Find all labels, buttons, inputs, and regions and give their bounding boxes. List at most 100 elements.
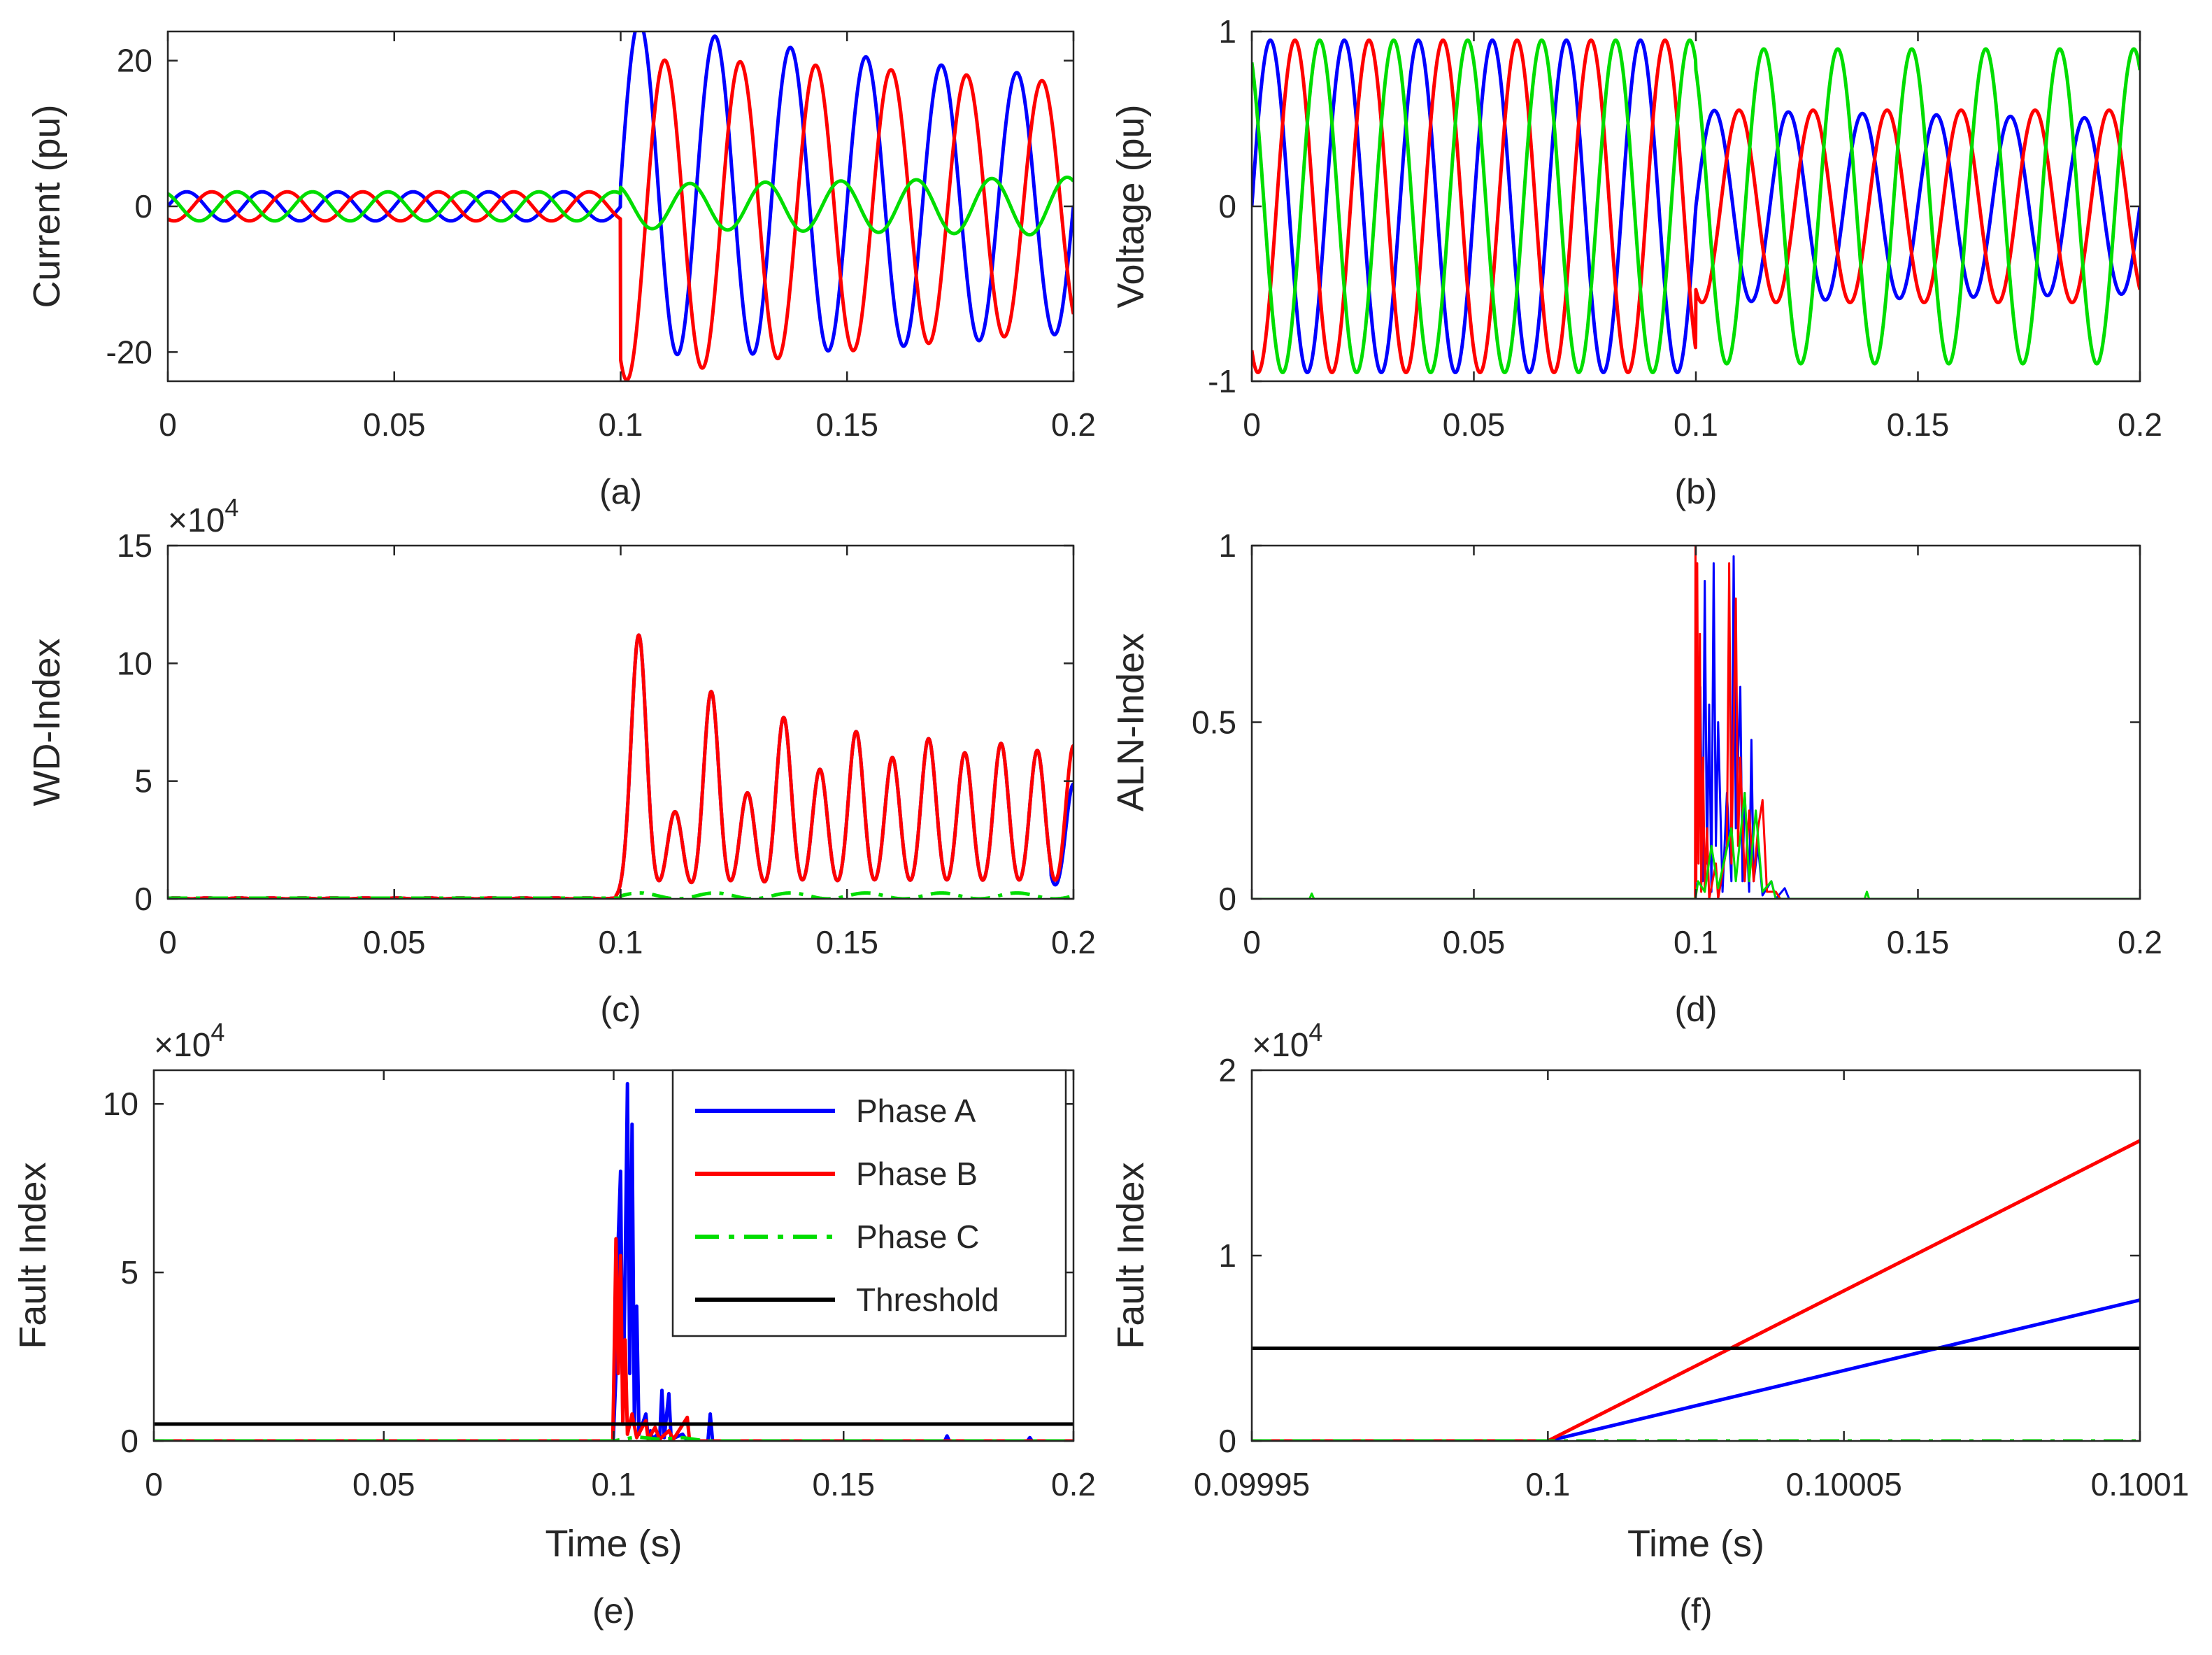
y-tick-label: 1 <box>1218 1237 1236 1274</box>
x-tick-label: 0.2 <box>1051 924 1096 960</box>
y-tick-label: 5 <box>120 1254 138 1291</box>
legend-box <box>671 1069 1067 1337</box>
y-tick-label: 10 <box>103 1086 138 1122</box>
series-line-phase-b <box>168 633 1073 899</box>
series-line-phase-b <box>168 58 1073 381</box>
panel-caption: (b) <box>1674 472 1717 511</box>
plot-area-c <box>168 633 1073 899</box>
x-tick-label: 0.05 <box>352 1466 415 1503</box>
plot-area-d <box>1252 546 2140 899</box>
x-axis-label: Time (s) <box>1627 1523 1764 1565</box>
subplot-e: 0 0.05 0.1 0.15 0.2 0 5 10 ×104 Fault Index Time (… <box>12 1018 1096 1631</box>
series-line-phase-a <box>1252 555 2140 899</box>
x-tick-label: 0.15 <box>815 406 878 443</box>
plot-area-a <box>168 31 1073 381</box>
legend-label: Threshold <box>856 1281 999 1318</box>
legend-label: Phase B <box>856 1156 978 1192</box>
x-tick-label: 0.10005 <box>1786 1466 1902 1503</box>
x-tick-label: 0 <box>145 1466 163 1503</box>
panel-caption: (f) <box>1679 1591 1712 1631</box>
x-tick-label: 0 <box>159 406 177 443</box>
x-tick-label: 0.05 <box>1443 924 1506 960</box>
subplot-c: 0 0.05 0.1 0.15 0.2 0 5 10 15 ×104 WD-Index (c) <box>26 493 1096 1029</box>
axis-multiplier: ×104 <box>1252 1018 1322 1064</box>
panel-caption: (a) <box>599 472 642 511</box>
y-tick-label: 0 <box>134 188 152 225</box>
y-tick-label: -20 <box>106 334 152 370</box>
y-axis-label: Fault Index <box>12 1162 54 1349</box>
subplot-d: 0 0.05 0.1 0.15 0.2 0 0.5 1 ALN-Index (d) <box>1110 527 2162 1029</box>
y-axis-label: Fault Index <box>1110 1162 1152 1349</box>
plot-area-e <box>154 1081 1073 1441</box>
x-tick-label: 0.1 <box>592 1466 636 1503</box>
y-axis-label: Current (pu) <box>26 104 68 308</box>
x-tick-label: 0.05 <box>1443 406 1506 443</box>
x-tick-label: 0.2 <box>1051 406 1096 443</box>
series-line-phase-a <box>168 31 1073 357</box>
axis-multiplier: ×104 <box>168 493 238 539</box>
legend-label: Phase C <box>856 1219 979 1255</box>
series-line-phase-c <box>154 1435 1073 1441</box>
x-tick-label: 0.1 <box>1525 1466 1570 1503</box>
x-tick-label: 0.05 <box>363 406 426 443</box>
y-tick-label: -1 <box>1208 363 1236 399</box>
panel-caption: (d) <box>1674 990 1717 1029</box>
plot-area-f <box>1252 1139 2140 1441</box>
series-line-phase-c <box>1252 38 2140 374</box>
series-line-phase-b <box>1252 546 2140 899</box>
y-axis-label: ALN-Index <box>1110 633 1152 811</box>
x-axis-label: Time (s) <box>545 1523 683 1565</box>
y-tick-label: 0 <box>1218 188 1236 225</box>
axis-multiplier: ×104 <box>154 1018 224 1064</box>
x-tick-label: 0.15 <box>1887 406 1950 443</box>
y-tick-label: 1 <box>1218 527 1236 564</box>
series-line-phase-a <box>1252 1298 2140 1441</box>
plot-area-b <box>1252 38 2140 374</box>
panel-caption: (c) <box>600 990 641 1029</box>
y-tick-label: 0.5 <box>1192 704 1236 741</box>
legend: Phase A Phase B Phase C Threshold <box>671 1069 1067 1337</box>
x-tick-label: 0.09995 <box>1194 1466 1310 1503</box>
x-tick-label: 0.2 <box>1051 1466 1096 1503</box>
y-tick-label: 0 <box>134 881 152 917</box>
axes-box-c <box>166 544 1075 900</box>
y-tick-label: 20 <box>117 43 152 79</box>
x-tick-label: 0.1 <box>1674 406 1718 443</box>
y-tick-label: 0 <box>1218 881 1236 917</box>
legend-label: Phase A <box>856 1093 976 1129</box>
series-line-phase-a <box>168 633 1073 899</box>
x-tick-label: 0.15 <box>815 924 878 960</box>
y-tick-label: 15 <box>117 527 152 564</box>
y-axis-label: Voltage (pu) <box>1110 104 1152 308</box>
x-tick-label: 0.15 <box>1887 924 1950 960</box>
x-tick-label: 0.15 <box>812 1466 875 1503</box>
x-tick-label: 0.1 <box>1674 924 1718 960</box>
y-tick-label: 2 <box>1218 1052 1236 1088</box>
x-tick-label: 0.1 <box>599 924 643 960</box>
x-tick-label: 0.1001 <box>2091 1466 2190 1503</box>
subplot-f: 0.09995 0.1 0.10005 0.1001 0 1 2 ×104 Fault Inde… <box>1110 1018 2189 1631</box>
series-line-phase-b <box>1252 1139 2140 1441</box>
y-tick-label: 0 <box>120 1423 138 1459</box>
y-tick-label: 1 <box>1218 13 1236 50</box>
series-line-phase-b <box>1252 38 2140 374</box>
series-line-phase-c <box>168 176 1073 237</box>
x-tick-label: 0 <box>1243 924 1261 960</box>
x-tick-label: 0.2 <box>2118 406 2162 443</box>
y-tick-label: 5 <box>134 763 152 800</box>
x-tick-label: 0.05 <box>363 924 426 960</box>
y-tick-label: 10 <box>117 645 152 681</box>
y-axis-label: WD-Index <box>26 638 68 806</box>
x-tick-label: 0.2 <box>2118 924 2162 960</box>
panel-caption: (e) <box>592 1591 635 1631</box>
y-tick-label: 0 <box>1218 1423 1236 1459</box>
x-tick-label: 0 <box>159 924 177 960</box>
series-line-phase-c <box>1252 792 2140 899</box>
x-tick-label: 0 <box>1243 406 1261 443</box>
axes-box-f <box>1250 1069 2141 1442</box>
x-tick-label: 0.1 <box>599 406 643 443</box>
series-line-phase-a <box>1252 38 2140 374</box>
